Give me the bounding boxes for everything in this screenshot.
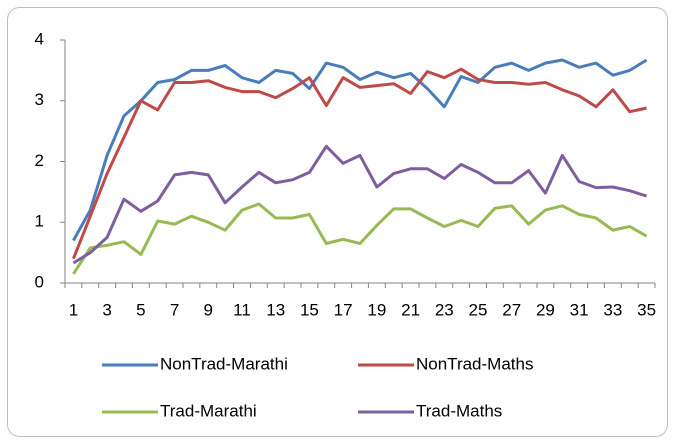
- y-tick-label: 2: [35, 151, 44, 170]
- x-tick-label: 35: [637, 300, 656, 319]
- legend-label: NonTrad-Maths: [416, 354, 533, 373]
- y-tick-label: 1: [35, 212, 44, 231]
- x-tick-label: 13: [266, 300, 285, 319]
- x-tick-label: 9: [204, 300, 213, 319]
- x-tick-label: 33: [603, 300, 622, 319]
- x-tick-label: 25: [469, 300, 488, 319]
- x-tick-label: 1: [69, 300, 78, 319]
- series-line: [72, 144, 648, 265]
- y-tick-label: 4: [35, 29, 44, 48]
- x-tick-label: 15: [300, 300, 319, 319]
- x-tick-label: 11: [233, 300, 251, 319]
- x-tick-label: 27: [502, 300, 521, 319]
- y-tick-label: 0: [35, 272, 44, 291]
- legend-label: Trad-Marathi: [160, 401, 257, 420]
- x-tick-label: 17: [334, 300, 353, 319]
- x-tick-label: 23: [435, 300, 454, 319]
- chart-frame: [7, 7, 668, 437]
- x-tick-label: 31: [570, 300, 589, 319]
- legend-label: NonTrad-Marathi: [160, 354, 288, 373]
- legend-label: Trad-Maths: [416, 401, 502, 420]
- x-tick-label: 29: [536, 300, 555, 319]
- x-tick-label: 3: [102, 300, 111, 319]
- x-tick-label: 19: [367, 300, 386, 319]
- x-tick-label: 5: [136, 300, 145, 319]
- x-tick-label: 7: [170, 300, 179, 319]
- series-line: [72, 202, 648, 275]
- x-tick-label: 21: [401, 300, 420, 319]
- series-line: [72, 58, 648, 242]
- y-tick-label: 3: [35, 90, 44, 109]
- series-line: [72, 67, 647, 260]
